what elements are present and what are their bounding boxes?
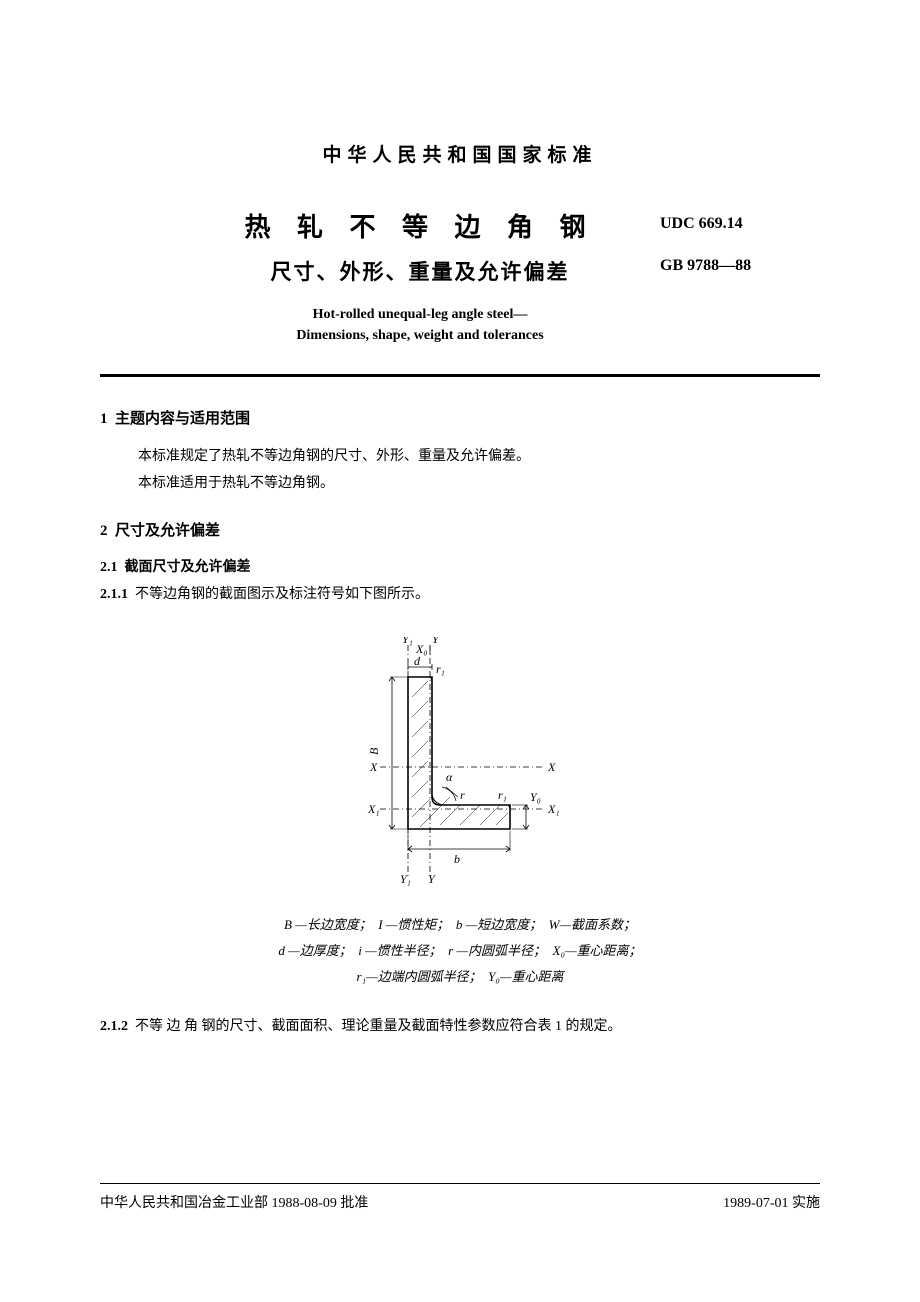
section-2-num: 2 — [100, 523, 108, 539]
divider — [100, 374, 820, 377]
section-1-p2: 本标准适用于热轧不等边角钢。 — [110, 471, 820, 498]
footer-effective: 1989-07-01 实施 — [723, 1192, 820, 1212]
svg-text:X₁: X₁ — [547, 802, 560, 816]
svg-text:Y: Y — [432, 637, 440, 646]
svg-text:Y₁: Y₁ — [402, 637, 413, 646]
section-21-title: 截面尺寸及允许偏差 — [125, 560, 251, 575]
standard-code: GB 9788—88 — [660, 257, 820, 275]
section-1-title: 主题内容与适用范围 — [115, 411, 250, 427]
udc-code: UDC 669.14 — [660, 215, 820, 233]
clause-212-num: 2.1.2 — [100, 1019, 128, 1034]
title-cn-main: 热 轧 不 等 边 角 钢 — [180, 207, 660, 244]
title-left: 热 轧 不 等 边 角 钢 尺寸、外形、重量及允许偏差 Hot-rolled u… — [100, 207, 660, 346]
title-block: 热 轧 不 等 边 角 钢 尺寸、外形、重量及允许偏差 Hot-rolled u… — [100, 207, 820, 346]
section-1-heading: 1 主题内容与适用范围 — [100, 407, 820, 428]
clause-211-text: 不等边角钢的截面图示及标注符号如下图所示。 — [135, 587, 429, 602]
svg-text:Y: Y — [428, 872, 436, 886]
legend-line-2: d —边厚度； i —惯性半径； r —内圆弧半径； X₀—重心距离； — [200, 938, 720, 964]
legend-line-1: B —长边宽度； I —惯性矩； b —短边宽度； W—截面系数； — [200, 912, 720, 938]
svg-text:B: B — [367, 747, 381, 755]
section-21-num: 2.1 — [100, 560, 118, 575]
angle-steel-svg: Y₁ X₀ Y d r₁ B X X X₁ X₁ α r r₁ Y₀ b Y₁ … — [330, 637, 590, 887]
svg-text:r₁: r₁ — [498, 788, 507, 802]
section-1-num: 1 — [100, 411, 108, 427]
section-2-heading: 2 尺寸及允许偏差 — [100, 519, 820, 540]
svg-text:d: d — [414, 654, 421, 668]
section-1-p1: 本标准规定了热轧不等边角钢的尺寸、外形、重量及允许偏差。 — [110, 444, 820, 471]
section-21-heading: 2.1 截面尺寸及允许偏差 — [100, 556, 820, 576]
cross-section-diagram: Y₁ X₀ Y d r₁ B X X X₁ X₁ α r r₁ Y₀ b Y₁ … — [100, 637, 820, 892]
title-right: UDC 669.14 GB 9788—88 — [660, 207, 820, 275]
svg-text:α: α — [446, 770, 453, 784]
clause-212-text: 不等 边 角 钢的尺寸、截面面积、理论重量及截面特性参数应符合表 1 的规定。 — [135, 1019, 622, 1034]
title-cn-sub: 尺寸、外形、重量及允许偏差 — [180, 256, 660, 286]
clause-212: 2.1.2 不等 边 角 钢的尺寸、截面面积、理论重量及截面特性参数应符合表 1… — [100, 1014, 820, 1041]
title-en: Hot-rolled unequal-leg angle steel— Dime… — [180, 304, 660, 346]
clause-211: 2.1.1 不等边角钢的截面图示及标注符号如下图所示。 — [100, 582, 820, 609]
svg-text:b: b — [454, 852, 460, 866]
title-en-line2: Dimensions, shape, weight and tolerances — [180, 325, 660, 346]
svg-text:X: X — [547, 760, 556, 774]
svg-text:Y₀: Y₀ — [530, 790, 541, 804]
section-2-title: 尺寸及允许偏差 — [115, 523, 220, 539]
footer: 中华人民共和国冶金工业部 1988-08-09 批准 1989-07-01 实施 — [100, 1183, 820, 1212]
title-en-line1: Hot-rolled unequal-leg angle steel— — [180, 304, 660, 325]
svg-text:X: X — [369, 760, 378, 774]
svg-text:Y₁: Y₁ — [400, 872, 411, 886]
svg-text:r₁: r₁ — [436, 662, 445, 676]
clause-211-num: 2.1.1 — [100, 587, 128, 602]
footer-approve: 中华人民共和国冶金工业部 1988-08-09 批准 — [100, 1192, 368, 1212]
org-name: 中华人民共和国国家标准 — [100, 140, 820, 167]
diagram-legend: B —长边宽度； I —惯性矩； b —短边宽度； W—截面系数； d —边厚度… — [200, 912, 720, 990]
svg-text:r: r — [460, 788, 465, 802]
svg-text:X₁: X₁ — [367, 802, 380, 816]
legend-line-3: r₁—边端内圆弧半径； Y₀—重心距离 — [200, 964, 720, 990]
